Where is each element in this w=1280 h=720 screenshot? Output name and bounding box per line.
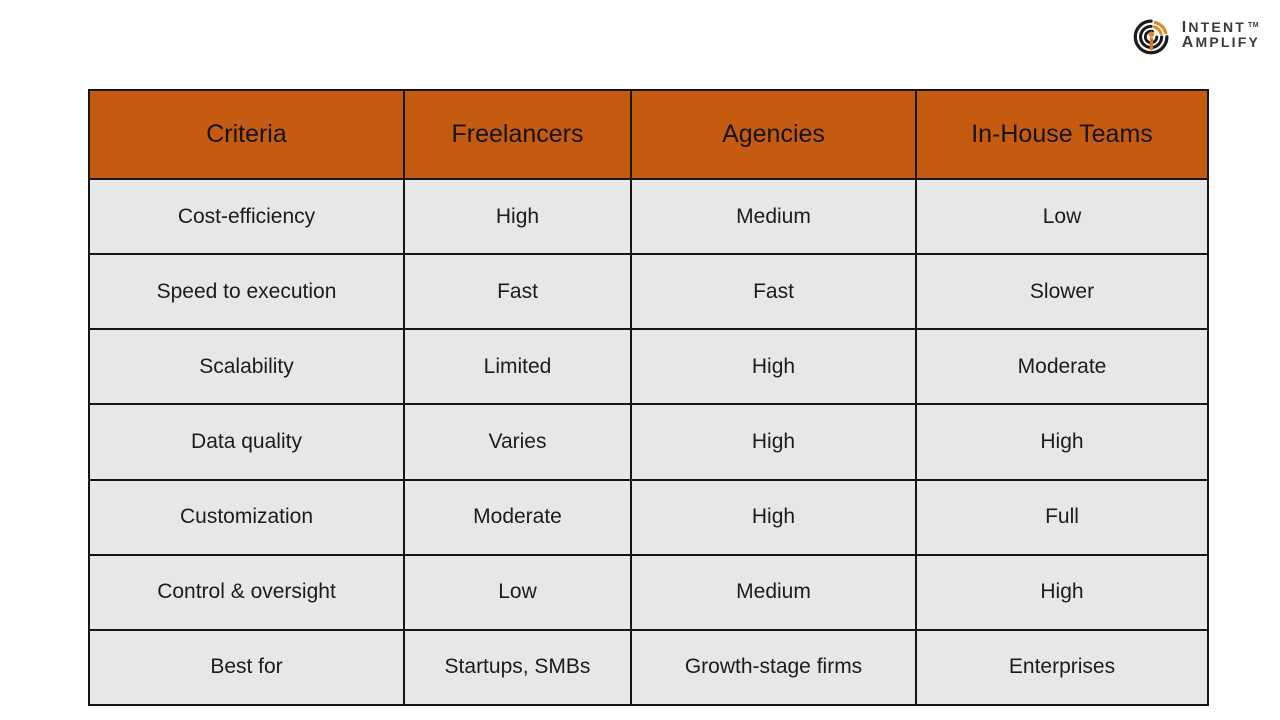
table-row-control-oversight: Control & oversight Low Medium High [88,553,1209,631]
cell-value: Low [403,553,632,631]
cell-value: High [403,177,632,256]
cell-value: Enterprises [915,628,1209,707]
cell-value: Medium [630,553,917,631]
table-row-scalability: Scalability Limited High Moderate [88,328,1209,406]
row-label: Best for [88,628,405,707]
brand-logo: Intent TM Amplify [1130,11,1260,59]
table-row-best-for: Best for Startups, SMBs Growth-stage fir… [88,628,1209,707]
comparison-table-container: Criteria Freelancers Agencies In-House T… [88,89,1209,707]
cell-value: Moderate [915,328,1209,406]
cell-value: High [630,478,917,556]
cell-value: Varies [403,403,632,481]
table-row-speed: Speed to execution Fast Fast Slower [88,253,1209,331]
cell-value: Limited [403,328,632,406]
cell-value: Growth-stage firms [630,628,917,707]
row-label: Customization [88,478,405,556]
intent-amplify-icon [1133,19,1169,55]
brand-line-amplify: Amplify [1181,34,1260,51]
comparison-table: Criteria Freelancers Agencies In-House T… [88,89,1209,707]
cell-value: Startups, SMBs [403,628,632,707]
header-row: Criteria Freelancers Agencies In-House T… [88,89,1209,180]
row-label: Data quality [88,403,405,481]
row-label: Scalability [88,328,405,406]
row-label: Speed to execution [88,253,405,331]
cell-value: Fast [630,253,917,331]
cell-value: High [630,403,917,481]
table-row-data-quality: Data quality Varies High High [88,403,1209,481]
brand-line-intent: Intent TM [1181,19,1260,36]
table-row-customization: Customization Moderate High Full [88,478,1209,556]
cell-value: Full [915,478,1209,556]
cell-value: High [915,403,1209,481]
brand-word-intent: Intent [1181,19,1247,36]
cell-value: Medium [630,177,917,256]
row-label: Cost-efficiency [88,177,405,256]
brand-word-amplify: Amplify [1181,34,1260,51]
row-label: Control & oversight [88,553,405,631]
cell-value: Low [915,177,1209,256]
table-row-cost-efficiency: Cost-efficiency High Medium Low [88,177,1209,256]
header-agencies: Agencies [630,89,917,180]
brand-name: Intent TM Amplify [1181,19,1260,51]
cell-value: Moderate [403,478,632,556]
header-criteria: Criteria [88,89,405,180]
cell-value: Fast [403,253,632,331]
cell-value: High [630,328,917,406]
cell-value: High [915,553,1209,631]
trademark-symbol: TM [1248,22,1260,29]
header-inhouse-teams: In-House Teams [915,89,1209,180]
cell-value: Slower [915,253,1209,331]
header-freelancers: Freelancers [403,89,632,180]
